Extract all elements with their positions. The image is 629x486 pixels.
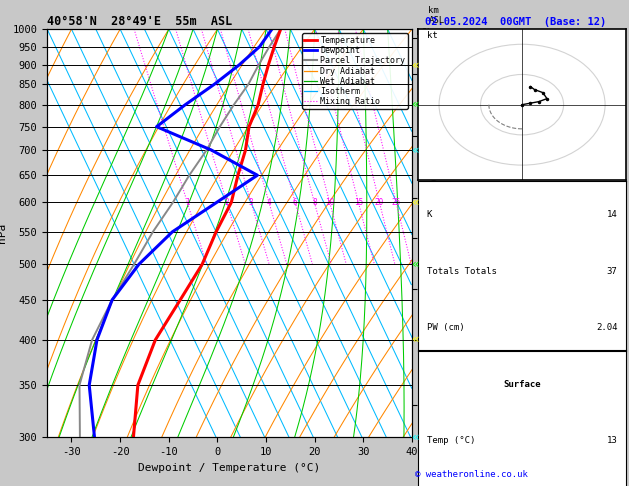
Text: 3: 3 xyxy=(248,198,253,207)
Legend: Temperature, Dewpoint, Parcel Trajectory, Dry Adiabat, Wet Adiabat, Isotherm, Mi: Temperature, Dewpoint, Parcel Trajectory… xyxy=(302,34,408,109)
Text: 6: 6 xyxy=(293,198,298,207)
Text: 1: 1 xyxy=(185,198,189,207)
Text: 25: 25 xyxy=(391,198,401,207)
Text: 2.04: 2.04 xyxy=(596,323,618,332)
Text: Totals Totals: Totals Totals xyxy=(426,267,496,276)
Text: K: K xyxy=(426,210,432,219)
Text: 02.05.2024  00GMT  (Base: 12): 02.05.2024 00GMT (Base: 12) xyxy=(425,17,606,27)
Text: 13: 13 xyxy=(607,436,618,445)
Text: 37: 37 xyxy=(607,267,618,276)
Text: «: « xyxy=(411,333,419,347)
Text: «: « xyxy=(411,98,419,111)
Text: «: « xyxy=(411,196,419,209)
Text: kt: kt xyxy=(426,31,437,40)
Text: 14: 14 xyxy=(607,210,618,219)
Text: «: « xyxy=(411,58,419,71)
Text: km
ASL: km ASL xyxy=(428,6,445,25)
Text: 8: 8 xyxy=(312,198,316,207)
Text: 2: 2 xyxy=(225,198,229,207)
Text: Surface: Surface xyxy=(503,380,541,389)
Text: 10: 10 xyxy=(325,198,335,207)
X-axis label: Dewpoint / Temperature (°C): Dewpoint / Temperature (°C) xyxy=(138,463,321,473)
Y-axis label: hPa: hPa xyxy=(0,223,7,243)
Text: 40°58'N  28°49'E  55m  ASL: 40°58'N 28°49'E 55m ASL xyxy=(47,15,233,28)
Text: 20: 20 xyxy=(375,198,384,207)
Text: 15: 15 xyxy=(353,198,363,207)
Text: Temp (°C): Temp (°C) xyxy=(426,436,475,445)
Text: LCL: LCL xyxy=(416,28,431,37)
Text: PW (cm): PW (cm) xyxy=(426,323,464,332)
Text: 4: 4 xyxy=(267,198,271,207)
Text: «: « xyxy=(411,431,419,444)
Text: «: « xyxy=(411,143,419,156)
Text: «: « xyxy=(411,258,419,271)
Text: © weatheronline.co.uk: © weatheronline.co.uk xyxy=(415,469,528,479)
Y-axis label: Mixing Ratio (g/kg): Mixing Ratio (g/kg) xyxy=(430,177,440,289)
